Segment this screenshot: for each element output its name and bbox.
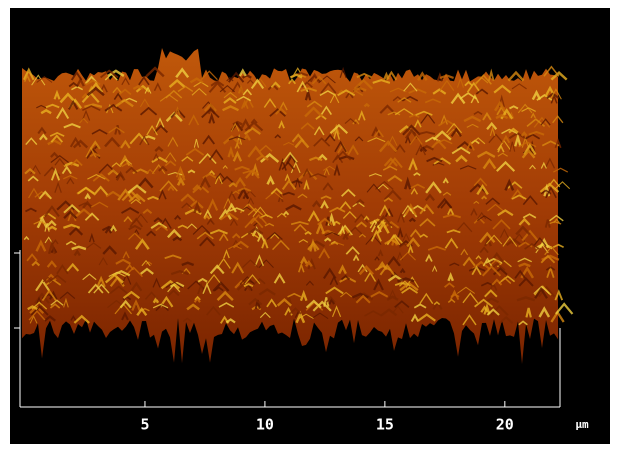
- x-tick-label: 5: [140, 416, 149, 434]
- x-tick-label: 20: [496, 416, 514, 434]
- surface-3d: [22, 48, 572, 364]
- x-unit: μm: [575, 418, 589, 431]
- x-tick-label: 15: [376, 416, 394, 434]
- x-tick-label: 10: [256, 416, 274, 434]
- page: μm 5101520 (() => { const data = JSON.pa…: [0, 0, 619, 452]
- afm-view: μm 5 10 15 20: [0, 0, 619, 452]
